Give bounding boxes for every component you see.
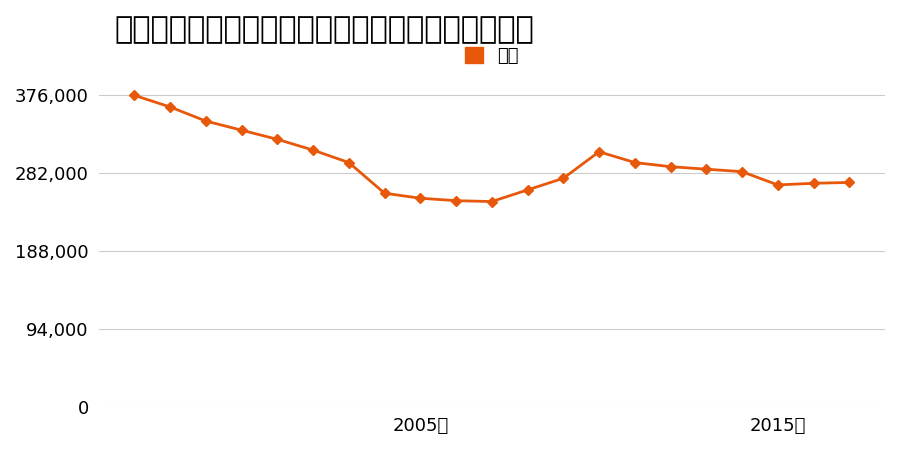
Legend: 価格: 価格 (457, 40, 526, 73)
Text: 神奈川県鎌倉市雪ノ下３丁目９６４番７の地価推移: 神奈川県鎌倉市雪ノ下３丁目９６４番７の地価推移 (114, 15, 534, 44)
